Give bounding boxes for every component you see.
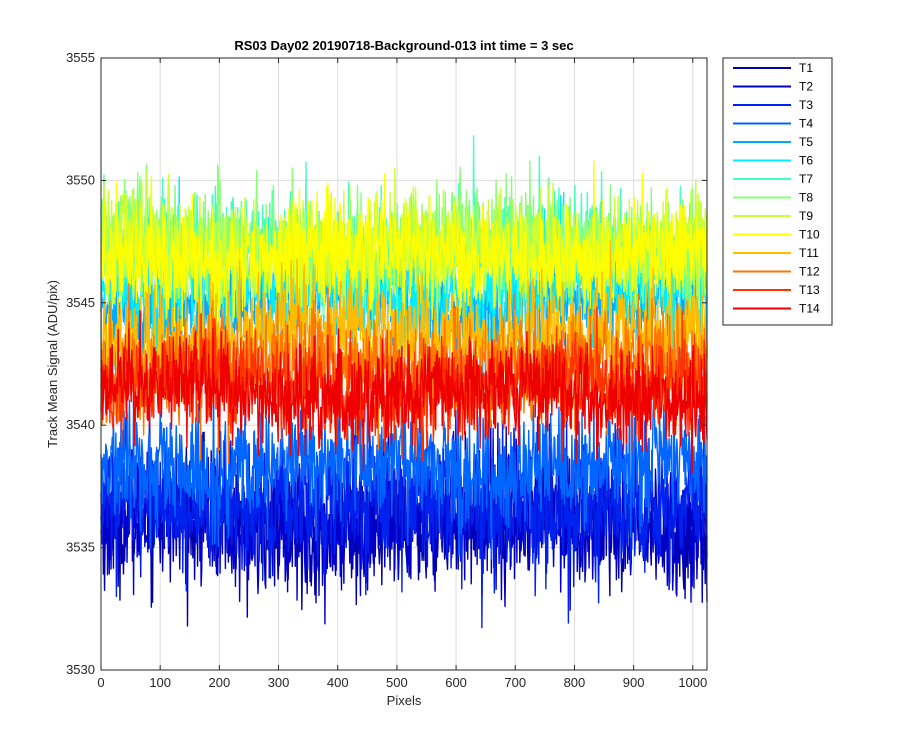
legend-entry-label: T13 [799, 283, 820, 297]
ticks: 0 100 200 300 400 500 600 700 800 900 1000 3530 3535… [66, 50, 707, 690]
legend-entry-label: T7 [799, 172, 813, 186]
y-tick-label: 3540 [66, 417, 95, 432]
y-tick-label: 3545 [66, 295, 95, 310]
y-tick-label: 3550 [66, 172, 95, 187]
legend-entry-label: T8 [799, 191, 813, 205]
x-tick-label: 900 [623, 675, 645, 690]
legend-entry-label: T3 [799, 98, 813, 112]
legend-entry-label: T4 [799, 117, 813, 131]
series-line-t10 [100, 160, 708, 352]
legend-entry-label: T5 [799, 135, 813, 149]
legend-entry-label: T12 [799, 265, 820, 279]
x-tick-label: 300 [268, 675, 290, 690]
series-line-t14 [100, 310, 708, 474]
legend-entry-label: T10 [799, 228, 820, 242]
legend-entry-label: T2 [799, 80, 813, 94]
x-tick-label: 500 [386, 675, 408, 690]
plot-area: 0 100 200 300 400 500 600 700 800 900 1000 3530 3535… [66, 50, 708, 690]
x-tick-label: 200 [209, 675, 231, 690]
axes-box [100, 57, 708, 671]
x-tick-label: 800 [564, 675, 586, 690]
legend: T1 T2 T3 T4 T5 T6 T7 T8 T9 T10 T11 T12 T13 T14 [722, 57, 833, 326]
legend-box [722, 57, 833, 326]
series-group [100, 135, 708, 629]
y-tick-label: 3530 [66, 662, 95, 677]
legend-entry-label: T14 [799, 302, 820, 316]
series-line-t4 [100, 357, 708, 560]
x-tick-label: 0 [97, 675, 104, 690]
x-axis-label: Pixels [387, 693, 422, 708]
y-tick-label: 3535 [66, 540, 95, 555]
y-axis-label: Track Mean Signal (ADU/pix) [45, 280, 60, 448]
x-tick-label: 700 [504, 675, 526, 690]
x-tick-label: 400 [327, 675, 349, 690]
legend-entry-label: T6 [799, 154, 813, 168]
legend-entry-label: T11 [799, 246, 819, 260]
x-tick-label: 600 [445, 675, 467, 690]
legend-entry-label: T1 [799, 61, 813, 75]
y-tick-label: 3555 [66, 50, 95, 65]
x-tick-label: 1000 [678, 675, 707, 690]
chart-title: RS03 Day02 20190718-Background-013 int t… [234, 38, 573, 53]
legend-entry-label: T9 [799, 209, 813, 223]
x-tick-label: 100 [149, 675, 171, 690]
